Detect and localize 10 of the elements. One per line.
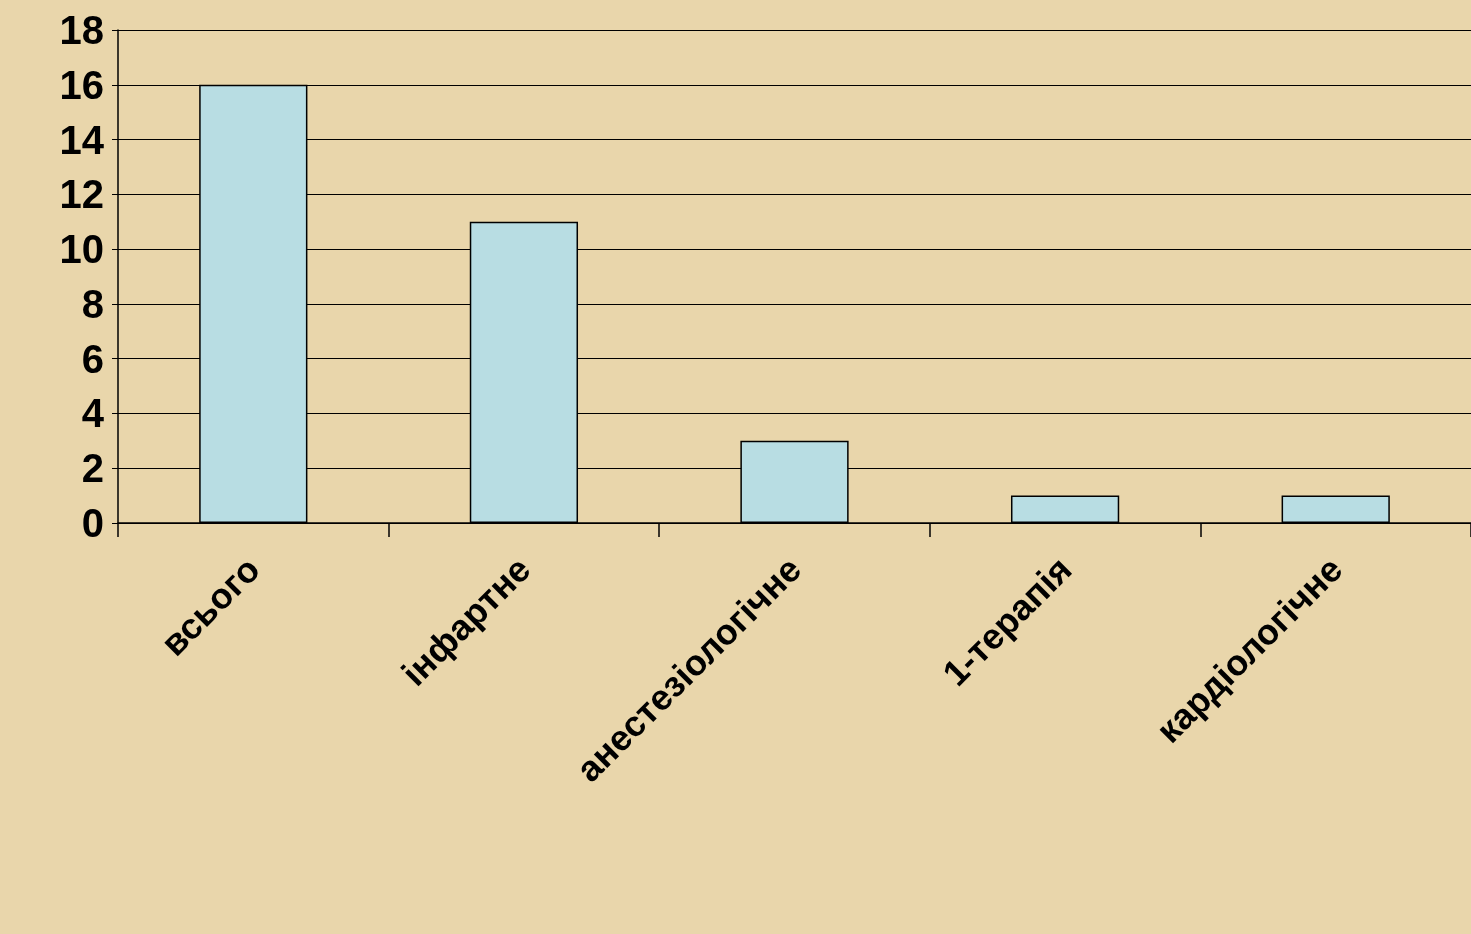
y-tick-label: 6 <box>81 336 104 381</box>
y-tick-label: 18 <box>59 8 104 52</box>
y-tick-label: 4 <box>81 391 105 436</box>
y-tick-label: 2 <box>81 446 104 491</box>
y-tick-label: 16 <box>59 62 104 107</box>
y-tick-label: 14 <box>59 117 105 162</box>
y-tick-label: 0 <box>81 501 104 545</box>
y-tick-label: 10 <box>59 227 104 272</box>
y-tick-label: 8 <box>81 281 104 326</box>
y-tick-label: 12 <box>59 172 104 217</box>
